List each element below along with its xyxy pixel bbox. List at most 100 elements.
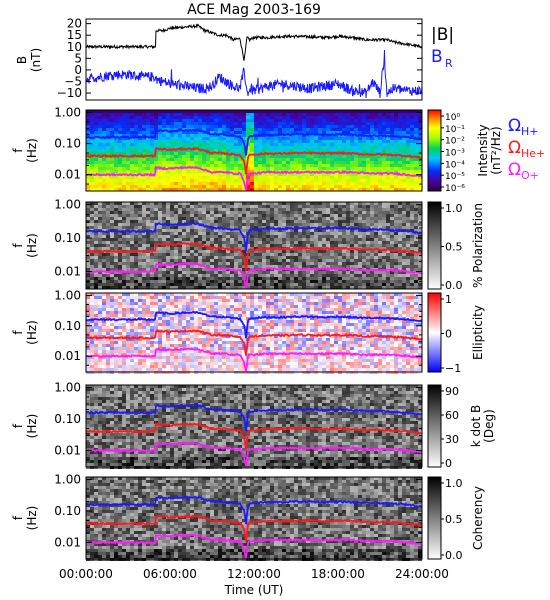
colorbar-coherency-tick-label: 1.0	[445, 477, 463, 490]
gyro-line-h_plus-polarization	[85, 221, 423, 252]
colorbar-kdotb-tick-label: 60	[445, 409, 459, 422]
panel-ellipticity-ytick-label: 1.00	[54, 288, 81, 302]
gyro-line-h_plus-coherency	[85, 495, 423, 525]
colorbar-intensity-tick-label: 10⁻¹	[445, 125, 465, 135]
panel-b-ytick-label: 20	[67, 17, 82, 31]
legend-subscript-h_plus: H+	[521, 125, 539, 138]
colorbar-ellipticity-tick-label: 0	[445, 328, 452, 341]
colorbar-intensity-tick-label: 10⁻²	[445, 137, 465, 147]
panel-coherency-ylabel: f	[11, 515, 25, 520]
x-tick-label: 00:00:00	[59, 567, 113, 581]
legend-btotal: |B|	[431, 25, 454, 45]
panel-intensity-ytick-label: 0.10	[54, 137, 81, 151]
colorbar-coherency-tick-label: 0.0	[445, 549, 463, 562]
panel-b-yunit: (nT)	[29, 48, 43, 72]
colorbar-intensity-unit: (nT²/Hz)	[489, 126, 503, 174]
colorbar-intensity-tick-label: 10⁻⁴	[445, 160, 465, 170]
panel-b-ylabel: B	[15, 56, 29, 64]
panel-coherency-ytick-label: 0.01	[54, 536, 81, 550]
panel-b-ytick-label: 0	[74, 63, 82, 77]
panel-ellipticity-ytick-label: 0.01	[54, 349, 81, 363]
gyro-line-he_plus-polarization	[85, 242, 423, 272]
panel-b-ytick-label: −5	[64, 74, 82, 88]
colorbar-polarization-tick-label: 0.5	[445, 241, 463, 254]
colorbar-intensity-tick-label: 10⁻⁶	[445, 184, 465, 194]
panel-kdotb-frame	[85, 384, 423, 468]
colorbar-intensity	[427, 109, 442, 192]
gyro-line-h_plus-intensity	[85, 128, 423, 156]
colorbar-kdotb-tick-label: 0	[445, 457, 452, 470]
colorbar-intensity-tick-label: 10⁻⁵	[445, 172, 465, 182]
series-line-btotal	[85, 23, 423, 61]
colorbar-polarization-tick-label: 0.0	[445, 279, 463, 292]
colorbar-polarization-label: % Polarization	[471, 203, 485, 288]
panel-intensity-ytick-label: 1.00	[54, 105, 81, 119]
gyro-line-he_plus-intensity	[85, 146, 423, 175]
panel-b-ytick-label: 15	[67, 28, 82, 42]
colorbar-polarization	[427, 201, 442, 290]
series-line-br	[85, 49, 423, 99]
colorbar-intensity-tick-label: 10⁰	[445, 113, 460, 123]
colorbar-intensity-label: Intensity	[476, 124, 490, 176]
colorbar-kdotb-unit: (Deg)	[482, 409, 496, 443]
colorbar-coherency-label: Coherency	[471, 486, 485, 550]
colorbar-kdotb-label: k dot B	[469, 405, 483, 447]
panel-b-ytick-label: −10	[57, 86, 82, 100]
panel-polarization-ytick-label: 1.00	[54, 198, 81, 212]
legend-subscript-o_plus: O+	[521, 169, 539, 182]
panel-intensity-ylabel: f	[11, 148, 25, 153]
colorbar-ellipticity	[427, 292, 442, 373]
panel-ellipticity-frame	[85, 292, 423, 373]
colorbar-polarization-tick-label: 1.0	[445, 202, 463, 215]
colorbar-intensity-tick-label: 10⁻³	[445, 149, 465, 159]
panel-b-ytick-label: 10	[67, 40, 82, 54]
gyro-line-o_plus-ellipticity	[85, 347, 423, 372]
spectrogram-ellipticity	[86, 293, 422, 374]
panel-kdotb-ytick-label: 0.01	[54, 444, 81, 458]
panel-b-ytick-label: 5	[74, 51, 82, 65]
x-axis-label: Time (UT)	[224, 583, 284, 597]
colorbar-kdotb	[427, 384, 442, 468]
chart-title: ACE Mag 2003-169	[187, 2, 321, 18]
gyro-line-h_plus-ellipticity	[85, 310, 423, 339]
legend-omega-h_plus: Ω	[508, 116, 521, 136]
legend-br: B	[431, 47, 443, 67]
panel-kdotb-ytick-label: 0.10	[54, 412, 81, 426]
panel-polarization-frame	[85, 201, 423, 290]
colorbar-ellipticity-tick-label: 1	[445, 293, 452, 306]
gyro-line-o_plus-polarization	[85, 261, 423, 289]
panel-coherency-ytick-label: 0.10	[54, 504, 81, 518]
panel-intensity-frame	[85, 109, 423, 192]
gyro-line-o_plus-intensity	[85, 165, 423, 191]
panel-coherency-yunit: (Hz)	[25, 506, 39, 531]
panel-b-frame	[85, 18, 423, 101]
panel-coherency-ytick-label: 1.00	[54, 472, 81, 486]
gyro-line-o_plus-coherency	[85, 532, 423, 559]
panel-ellipticity-ytick-label: 0.10	[54, 319, 81, 333]
panel-b-background	[86, 19, 422, 100]
panel-intensity-yunit: (Hz)	[25, 138, 39, 163]
colorbar-coherency-tick-label: 0.5	[445, 513, 463, 526]
gyro-line-h_plus-kdotb	[85, 403, 423, 432]
colorbar-kdotb-tick-label: 30	[445, 433, 459, 446]
panel-ellipticity-ylabel: f	[11, 330, 25, 335]
panel-ellipticity-yunit: (Hz)	[25, 320, 39, 345]
spectrogram-intensity	[86, 110, 422, 191]
x-tick-label: 18:00:00	[311, 567, 365, 581]
gyro-line-he_plus-ellipticity	[85, 328, 423, 356]
gyro-line-o_plus-kdotb	[85, 441, 423, 467]
spectrogram-polarization	[86, 202, 422, 289]
gyro-line-he_plus-coherency	[85, 513, 423, 542]
panel-kdotb-ytick-label: 1.00	[54, 380, 81, 394]
panel-polarization-ylabel: f	[11, 243, 25, 248]
gyro-line-he_plus-kdotb	[85, 421, 423, 450]
colorbar-kdotb-tick-label: 90	[445, 385, 459, 398]
colorbar-ellipticity-tick-label: −1	[445, 362, 461, 375]
x-tick-label: 24:00:00	[395, 567, 449, 581]
panel-kdotb-ylabel: f	[11, 423, 25, 428]
colorbar-ellipticity-label: Ellipticity	[471, 305, 485, 360]
x-tick-label: 12:00:00	[227, 567, 281, 581]
x-tick-label: 06:00:00	[143, 567, 197, 581]
legend-br-subscript: R	[445, 57, 453, 70]
